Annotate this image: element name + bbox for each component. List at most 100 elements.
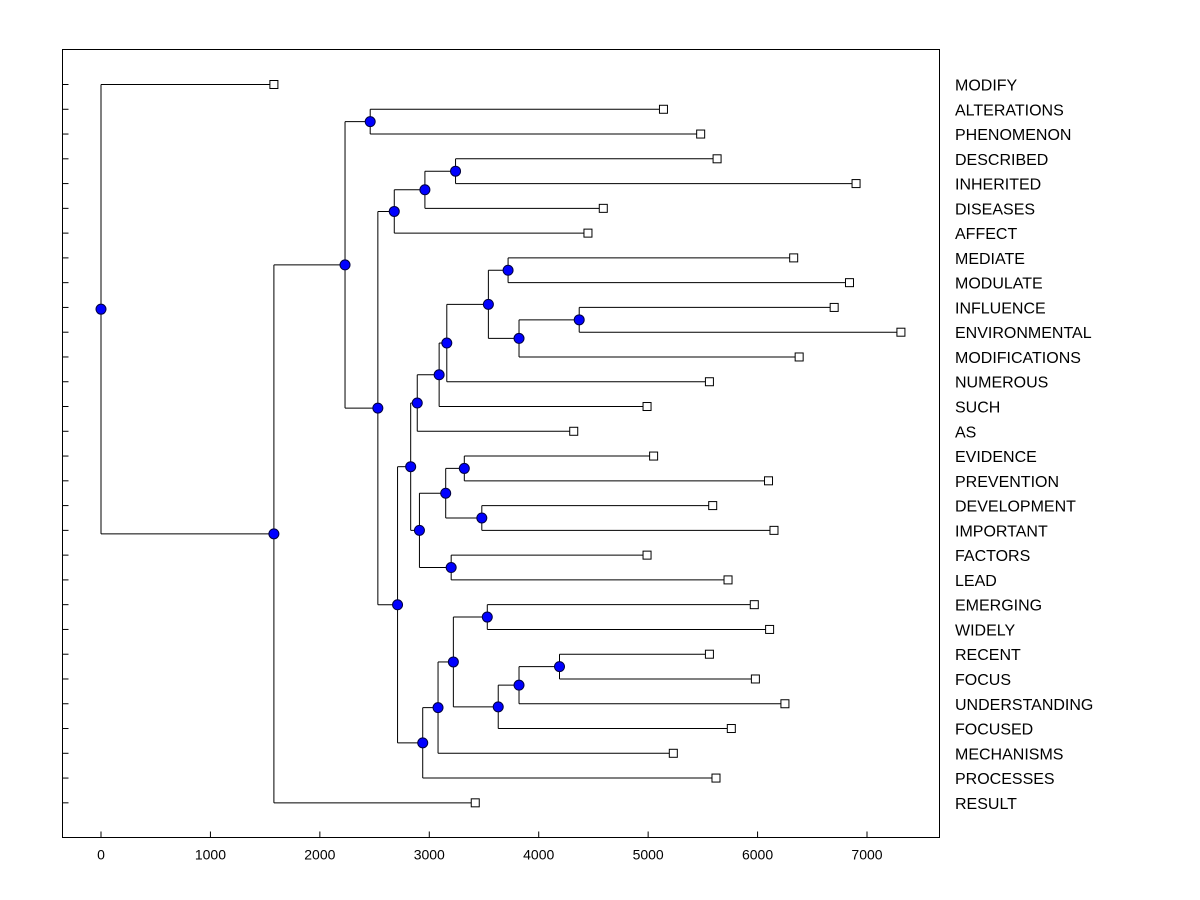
leaf-label-modulate: MODULATE [955,276,1043,293]
leaf-marker-environmental [896,327,906,337]
leaf-marker-prevention [764,476,774,486]
leaf-marker-described [712,154,722,164]
leaf-label-understanding: UNDERSTANDING [955,697,1093,714]
x-tick-label: 7000 [851,847,882,863]
merge-node-m9 [441,337,453,349]
merge-node-m5 [502,264,514,276]
leaf-marker-result [470,798,480,808]
leaf-label-emerging: EMERGING [955,598,1042,615]
merge-node-m2 [450,165,462,177]
merge-node-m18 [481,611,493,623]
leaf-marker-mechanisms [668,748,678,758]
merge-node-m19 [554,661,566,673]
leaf-marker-as [569,426,579,436]
leaf-marker-inherited [851,179,861,189]
x-tick-label: 6000 [742,847,773,863]
merge-node-m25 [392,599,404,611]
plot-frame [62,49,940,838]
merge-node-m13 [476,512,488,524]
leaf-label-factors: FACTORS [955,548,1030,565]
merge-node-m1 [364,116,376,128]
leaf-marker-recent [704,649,714,659]
dendrogram-links [100,84,897,804]
merge-node-m24 [417,737,429,749]
x-tick-label: 5000 [633,847,664,863]
x-tick-label: 4000 [523,847,554,863]
leaf-marker-evidence [649,451,659,461]
merge-node-m27 [339,259,351,271]
leaf-label-diseases: DISEASES [955,201,1035,218]
merge-node-m22 [447,656,459,668]
leaf-marker-emerging [749,600,759,610]
leaf-label-important: IMPORTANT [955,523,1048,540]
leaf-label-focus: FOCUS [955,672,1011,689]
leaf-label-affect: AFFECT [955,226,1017,243]
merge-node-m17 [405,461,417,473]
merge-node-m15 [445,562,457,574]
leaf-label-environmental: ENVIRONMENTAL [955,325,1092,342]
merge-node-m26 [372,402,384,414]
leaf-label-prevention: PREVENTION [955,474,1059,491]
leaf-marker-numerous [704,377,714,387]
leaf-marker-diseases [598,203,608,213]
merge-node-m28 [268,528,280,540]
leaf-marker-development [708,501,718,511]
leaf-marker-widely [765,624,775,634]
leaf-label-inherited: INHERITED [955,177,1041,194]
leaf-label-mechanisms: MECHANISMS [955,746,1063,763]
leaf-label-lead: LEAD [955,573,997,590]
merge-node-m7 [513,332,525,344]
leaf-label-development: DEVELOPMENT [955,499,1076,516]
leaf-label-such: SUCH [955,400,1000,417]
merge-nodes [95,116,585,749]
leaf-label-processes: PROCESSES [955,771,1055,788]
leaf-marker-processes [711,773,721,783]
x-tick-label: 2000 [304,847,335,863]
merge-node-m29 [95,303,107,315]
x-axis: 0 1000 2000 3000 4000 5000 6000 7000 [97,831,883,863]
merge-node-m11 [411,397,423,409]
merge-node-m6 [573,314,585,326]
leaf-label-modify: MODIFY [955,78,1018,95]
leaf-label-evidence: EVIDENCE [955,449,1037,466]
x-tick-label: 3000 [414,847,445,863]
leaf-label-numerous: NUMEROUS [955,375,1048,392]
leaf-marker-important [769,525,779,535]
merge-node-m14 [440,487,452,499]
leaf-label-alterations: ALTERATIONS [955,102,1064,119]
leaf-marker-phenomenon [696,129,706,139]
y-axis-ticks [62,84,69,804]
x-tick-label: 1000 [195,847,226,863]
leaf-label-widely: WIDELY [955,622,1015,639]
leaf-markers [269,80,906,808]
merge-node-m20 [513,679,525,691]
x-tick-label: 0 [97,847,105,863]
leaf-label-influence: INFLUENCE [955,300,1046,317]
leaf-marker-such [642,402,652,412]
leaf-label-result: RESULT [955,796,1017,813]
merge-node-m21 [492,701,504,713]
leaf-labels: MODIFY ALTERATIONS PHENOMENON DESCRIBED INHE… [955,78,1093,813]
leaf-marker-understanding [780,699,790,709]
leaf-marker-modify [269,80,279,89]
merge-node-m4 [388,205,400,217]
leaf-label-described: DESCRIBED [955,152,1048,169]
merge-node-m16 [413,524,425,536]
merge-node-m3 [419,184,431,196]
leaf-label-recent: RECENT [955,647,1021,664]
leaf-marker-influence [829,302,839,312]
leaf-label-as: AS [955,424,976,441]
leaf-marker-focus [750,674,760,684]
leaf-marker-lead [723,575,733,585]
merge-node-m12 [458,462,470,474]
merge-node-m10 [433,369,445,381]
leaf-marker-focused [726,724,736,734]
leaf-marker-alterations [658,104,668,114]
leaf-label-focused: FOCUSED [955,722,1033,739]
leaf-marker-modifications [794,352,804,362]
merge-node-m23 [432,702,444,714]
leaf-marker-affect [583,228,593,238]
leaf-label-phenomenon: PHENOMENON [955,127,1071,144]
merge-node-m8 [482,298,494,310]
